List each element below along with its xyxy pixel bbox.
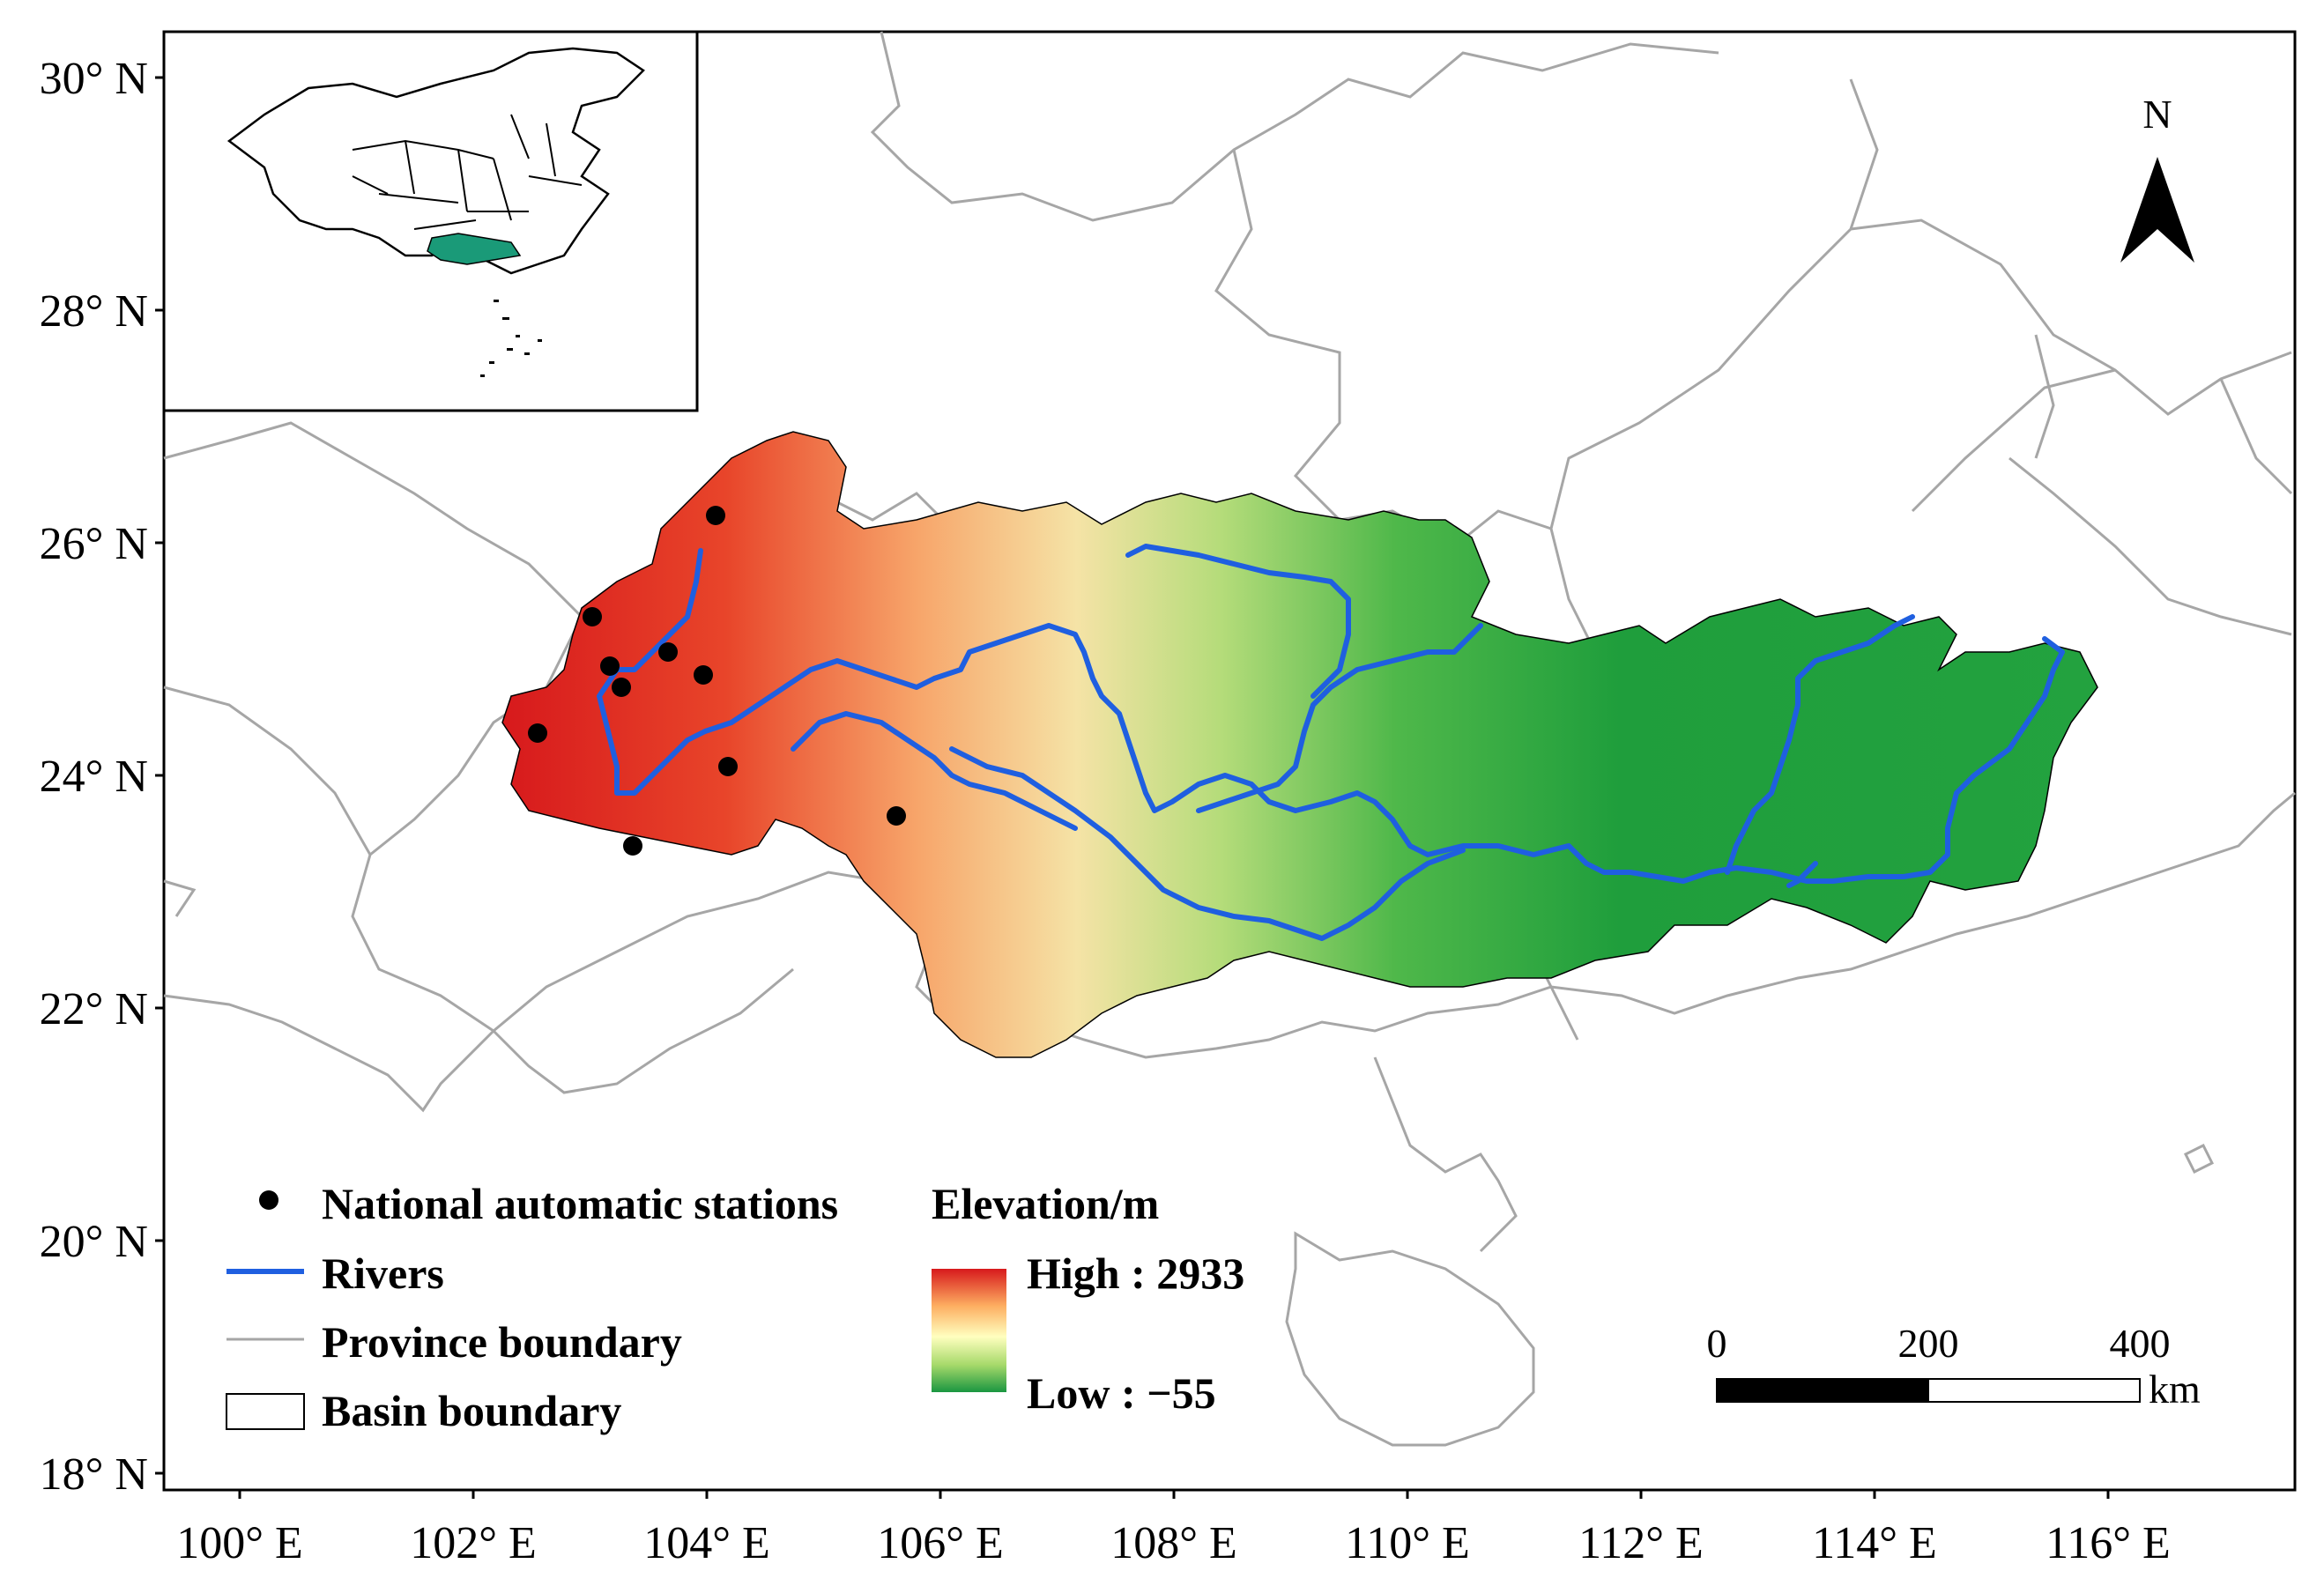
inset-map bbox=[162, 30, 699, 412]
lat-label: 28° N bbox=[40, 286, 148, 337]
lat-axis: 30° N 28° N 26° N 24° N 22° N 20° N 18° … bbox=[40, 54, 164, 1500]
lon-label: 114° E bbox=[1812, 1518, 1937, 1568]
lat-label: 18° N bbox=[40, 1449, 148, 1500]
north-arrow: N bbox=[2120, 92, 2194, 263]
station-point bbox=[600, 656, 620, 676]
lat-label: 30° N bbox=[40, 54, 148, 104]
lon-label: 112° E bbox=[1578, 1518, 1704, 1568]
lon-label: 102° E bbox=[410, 1518, 537, 1568]
elevation-colorbar bbox=[932, 1269, 1006, 1392]
legend-elevation-low: Low : −55 bbox=[1027, 1368, 1216, 1418]
stations bbox=[528, 506, 906, 856]
lon-label: 116° E bbox=[2046, 1518, 2171, 1568]
scale-tick-200: 200 bbox=[1898, 1321, 1959, 1366]
legend: National automatic stations Rivers Provi… bbox=[226, 1179, 1244, 1435]
lat-label: 26° N bbox=[40, 519, 148, 569]
legend-stations-label: National automatic stations bbox=[322, 1179, 838, 1228]
legend-elevation-high: High : 2933 bbox=[1027, 1249, 1244, 1298]
station-point bbox=[658, 642, 678, 662]
scale-tick-400: 400 bbox=[2110, 1321, 2171, 1366]
lat-label: 22° N bbox=[40, 984, 148, 1034]
scale-unit: km bbox=[2149, 1367, 2201, 1412]
lon-label: 104° E bbox=[643, 1518, 770, 1568]
lon-axis: 100° E 102° E 104° E 106° E 108° E 110° … bbox=[176, 1490, 2171, 1568]
lat-label: 20° N bbox=[40, 1217, 148, 1267]
scale-tick-0: 0 bbox=[1707, 1321, 1727, 1366]
station-point bbox=[612, 678, 631, 697]
lon-label: 110° E bbox=[1345, 1518, 1470, 1568]
station-point bbox=[528, 723, 547, 743]
lon-label: 100° E bbox=[176, 1518, 303, 1568]
station-point bbox=[887, 806, 906, 826]
station-point bbox=[718, 757, 738, 776]
legend-station-symbol bbox=[259, 1190, 278, 1210]
station-point bbox=[583, 607, 602, 626]
legend-elevation-title: Elevation/m bbox=[932, 1179, 1159, 1228]
lat-label: 24° N bbox=[40, 752, 148, 802]
legend-basin-label: Basin boundary bbox=[322, 1386, 621, 1435]
legend-rivers-label: Rivers bbox=[322, 1249, 444, 1298]
station-point bbox=[694, 665, 713, 685]
legend-basin-symbol bbox=[226, 1393, 305, 1430]
station-point bbox=[706, 506, 725, 525]
legend-province-label: Province boundary bbox=[322, 1317, 682, 1367]
lon-label: 108° E bbox=[1110, 1518, 1237, 1568]
lon-label: 106° E bbox=[877, 1518, 1004, 1568]
north-arrow-label: N bbox=[2142, 92, 2172, 137]
station-point bbox=[623, 836, 642, 856]
scale-bar: 0 200 400 km bbox=[1707, 1321, 2201, 1412]
rivers bbox=[597, 544, 2065, 941]
